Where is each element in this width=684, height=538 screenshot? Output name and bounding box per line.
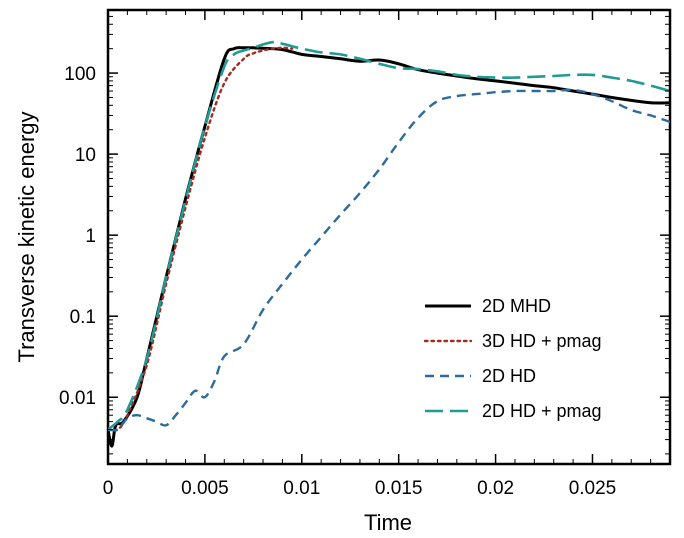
x-axis-title: Time: [364, 510, 412, 535]
y-tick-label: 0.1: [70, 307, 96, 328]
y-tick-label: 0.01: [59, 388, 96, 409]
x-tick-label: 0.005: [181, 478, 229, 499]
x-tick-label: 0: [103, 478, 114, 499]
series-line-3: [108, 88, 670, 432]
x-tick-label: 0.015: [375, 478, 423, 499]
series-line-1: [108, 46, 670, 448]
legend-label-1: 2D MHD: [482, 296, 551, 316]
legend: 2D MHD 3D HD + pmag 2D HD 2D HD + pmag: [423, 296, 602, 421]
legend-label-2: 3D HD + pmag: [482, 331, 602, 351]
x-tick-label: 0.01: [283, 478, 320, 499]
legend-label-3: 2D HD: [482, 366, 536, 386]
y-tick-label: 10: [75, 145, 96, 166]
x-tick-label: 0.02: [477, 478, 514, 499]
series-layer: [108, 40, 670, 448]
series-line-4: [108, 40, 670, 431]
y-tick-label: 100: [64, 64, 96, 85]
legend-label-4: 2D HD + pmag: [482, 401, 602, 421]
plot-area: [106, 8, 672, 466]
y-axis-title: Transverse kinetic energy: [14, 111, 39, 362]
plot-frame: [106, 8, 672, 466]
y-tick-label: 1: [85, 226, 96, 247]
ticks-layer: [107, 9, 670, 464]
series-line-2: [108, 46, 294, 432]
x-tick-label: 0.025: [569, 478, 617, 499]
tick-labels: 0 0.005 0.01 0.015 0.02 0.025 0.01 0.1 1 10 100: [59, 64, 616, 499]
